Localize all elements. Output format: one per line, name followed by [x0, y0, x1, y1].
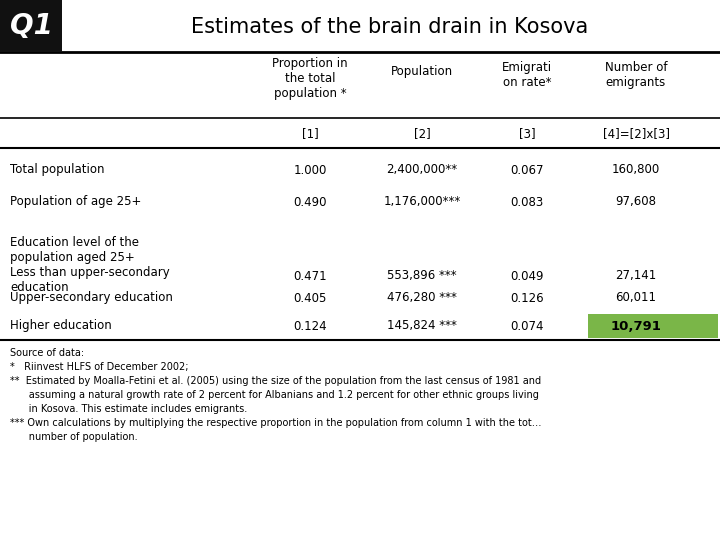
Text: [2]: [2] — [413, 127, 431, 140]
Text: 0.405: 0.405 — [293, 292, 327, 305]
Text: 476,280 ***: 476,280 *** — [387, 292, 457, 305]
Text: 0.490: 0.490 — [293, 195, 327, 208]
Text: Upper-secondary education: Upper-secondary education — [10, 292, 173, 305]
Text: **  Estimated by Moalla-Fetini et al. (2005) using the size of the population fr: ** Estimated by Moalla-Fetini et al. (20… — [10, 376, 541, 386]
Text: 0.471: 0.471 — [293, 269, 327, 282]
Bar — [588, 314, 718, 338]
Text: 27,141: 27,141 — [616, 269, 657, 282]
Bar — [0, 0, 62, 52]
Text: 97,608: 97,608 — [616, 195, 657, 208]
Text: Estimates of the brain drain in Kosova: Estimates of the brain drain in Kosova — [192, 17, 589, 37]
Text: 1.000: 1.000 — [293, 164, 327, 177]
Text: Q1: Q1 — [9, 12, 53, 40]
Text: Emigrati
on rate*: Emigrati on rate* — [502, 61, 552, 89]
Text: Higher education: Higher education — [10, 320, 112, 333]
Text: Education level of the
population aged 25+: Education level of the population aged 2… — [10, 236, 139, 264]
Text: in Kosova. This estimate includes emigrants.: in Kosova. This estimate includes emigra… — [10, 404, 247, 414]
Text: 145,824 ***: 145,824 *** — [387, 320, 457, 333]
Text: 0.124: 0.124 — [293, 320, 327, 333]
Text: *   Riinvest HLFS of December 2002;: * Riinvest HLFS of December 2002; — [10, 362, 189, 372]
Text: Total population: Total population — [10, 164, 104, 177]
Text: 160,800: 160,800 — [612, 164, 660, 177]
Text: Less than upper-secondary
education: Less than upper-secondary education — [10, 266, 170, 294]
Text: 0.083: 0.083 — [510, 195, 544, 208]
Text: 0.074: 0.074 — [510, 320, 544, 333]
Text: [3]: [3] — [518, 127, 535, 140]
Text: Proportion in
the total
population *: Proportion in the total population * — [272, 57, 348, 100]
Text: 553,896 ***: 553,896 *** — [387, 269, 456, 282]
Text: 0.126: 0.126 — [510, 292, 544, 305]
Text: Number of
emigrants: Number of emigrants — [605, 61, 667, 89]
Text: [4]=[2]x[3]: [4]=[2]x[3] — [603, 127, 670, 140]
Text: 0.049: 0.049 — [510, 269, 544, 282]
Text: *** Own calculations by multiplying the respective proportion in the population : *** Own calculations by multiplying the … — [10, 418, 541, 428]
Text: [1]: [1] — [302, 127, 318, 140]
Text: assuming a natural growth rate of 2 percent for Albanians and 1.2 percent for ot: assuming a natural growth rate of 2 perc… — [10, 390, 539, 400]
Text: number of population.: number of population. — [10, 432, 138, 442]
Text: 2,400,000**: 2,400,000** — [387, 164, 458, 177]
Text: Population: Population — [391, 65, 453, 78]
Text: 0.067: 0.067 — [510, 164, 544, 177]
Text: 60,011: 60,011 — [616, 292, 657, 305]
Text: Source of data:: Source of data: — [10, 348, 84, 358]
Text: 1,176,000***: 1,176,000*** — [383, 195, 461, 208]
Text: 10,791: 10,791 — [611, 320, 662, 333]
Text: Population of age 25+: Population of age 25+ — [10, 195, 141, 208]
